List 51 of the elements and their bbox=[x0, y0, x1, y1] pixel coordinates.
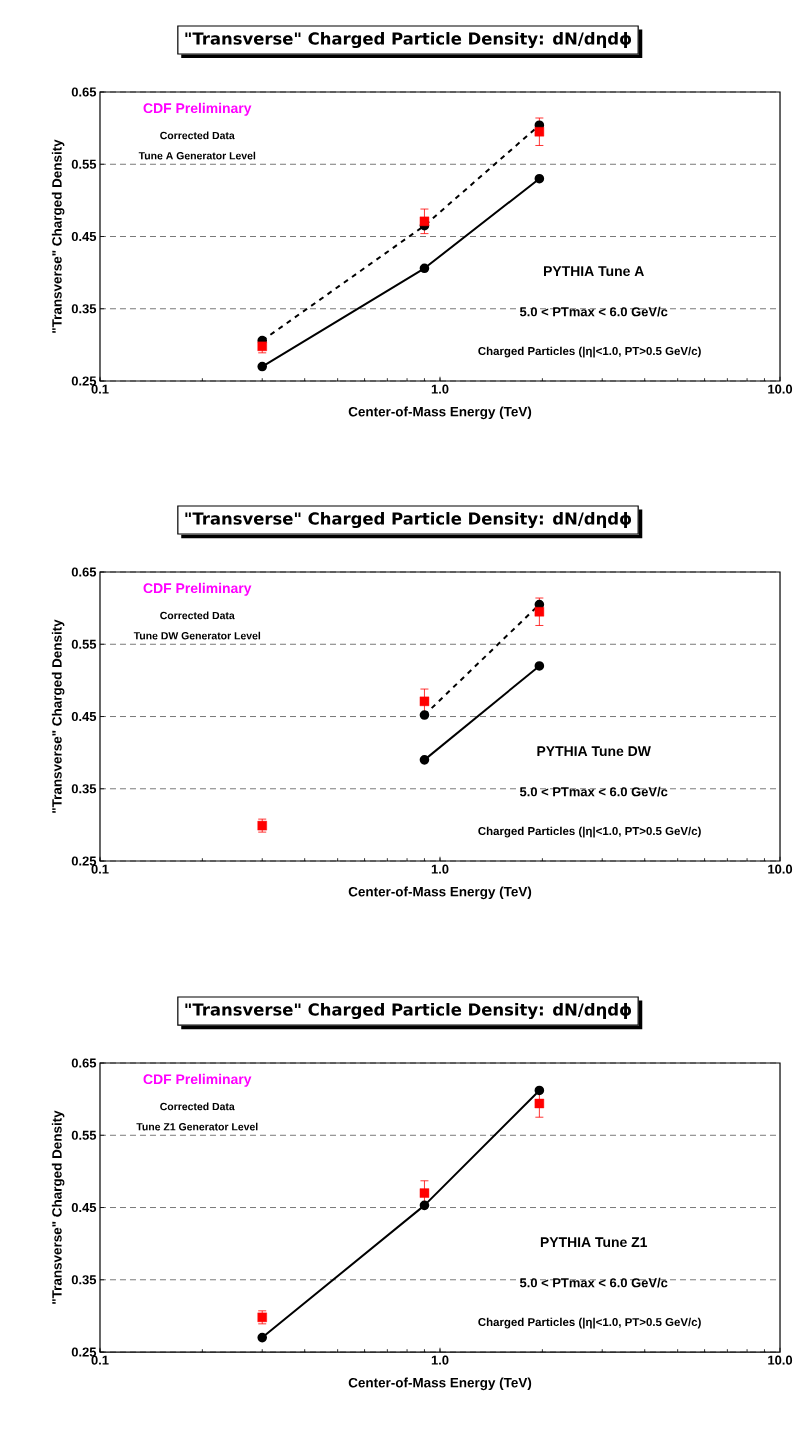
y-tick-label: 0.55 bbox=[71, 1130, 97, 1140]
annotation: Charged Particles (|η|<1.0, PT>0.5 GeV/c) bbox=[478, 346, 701, 358]
annotation: Tune A Generator Level bbox=[138, 151, 256, 160]
x-tick-label: 10.0 bbox=[768, 1355, 793, 1365]
annotation: 5.0 < PTmax < 6.0 GeV/c bbox=[519, 1277, 668, 1288]
annotation: Corrected Data bbox=[160, 1102, 235, 1111]
chart-title: "Transverse" Charged Particle Density: dN/dηdϕ bbox=[185, 511, 632, 529]
x-tick-label: 10.0 bbox=[768, 384, 793, 394]
y-tick-label: 0.25 bbox=[71, 1347, 97, 1357]
x-tick-label: 10.0 bbox=[768, 864, 793, 874]
annotation: Charged Particles (|η|<1.0, PT>0.5 GeV/c) bbox=[478, 1317, 701, 1329]
annotation: PYTHIA Tune A bbox=[544, 266, 644, 277]
y-tick-label: 0.65 bbox=[71, 567, 97, 577]
y-tick-label: 0.45 bbox=[71, 231, 97, 242]
y-tick-label: 0.25 bbox=[71, 376, 97, 386]
annotation: PYTHIA Tune DW bbox=[537, 746, 651, 757]
annotation: Charged Particles (|η|<1.0, PT>0.5 GeV/c) bbox=[478, 826, 701, 838]
chart-title: "Transverse" Charged Particle Density: dN/dηdϕ bbox=[185, 31, 632, 49]
y-tick-label: 0.35 bbox=[71, 304, 97, 314]
y-tick-label: 0.65 bbox=[71, 1058, 97, 1068]
y-tick-label: 0.35 bbox=[71, 784, 97, 794]
y-tick-label: 0.55 bbox=[71, 639, 97, 649]
y-tick-label: 0.45 bbox=[71, 711, 97, 722]
annotation: Tune Z1 Generator Level bbox=[136, 1122, 258, 1131]
chart-title: "Transverse" Charged Particle Density: dN/dηdϕ bbox=[185, 1003, 632, 1020]
annotation: CDF Preliminary bbox=[143, 102, 252, 116]
x-tick-label: 1.0 bbox=[431, 1355, 449, 1365]
y-tick-label: 0.25 bbox=[71, 856, 97, 866]
x-tick-label: 0.1 bbox=[91, 384, 109, 394]
x-tick-label: 1.0 bbox=[431, 384, 449, 394]
annotation: 5.0 < PTmax < 6.0 GeV/c bbox=[519, 306, 668, 317]
annotation: Tune DW Generator Level bbox=[133, 631, 261, 640]
x-tick-label: 0.1 bbox=[91, 864, 109, 874]
y-axis-title: "Transverse" Charged Density bbox=[51, 139, 65, 333]
annotation: CDF Preliminary bbox=[143, 582, 252, 596]
annotation: Corrected Data bbox=[160, 611, 235, 620]
y-tick-label: 0.55 bbox=[71, 159, 97, 169]
y-tick-label: 0.65 bbox=[71, 87, 97, 97]
y-axis-title: "Transverse" Charged Density bbox=[51, 619, 65, 813]
x-axis-title: Center-of-Mass Energy (TeV) bbox=[348, 1377, 532, 1391]
annotation: PYTHIA Tune Z1 bbox=[540, 1237, 648, 1248]
y-tick-label: 0.45 bbox=[71, 1202, 97, 1213]
y-tick-label: 0.35 bbox=[71, 1275, 97, 1285]
y-axis-title: "Transverse" Charged Density bbox=[51, 1110, 65, 1304]
annotation: Corrected Data bbox=[160, 131, 235, 140]
x-axis-title: Center-of-Mass Energy (TeV) bbox=[348, 406, 532, 420]
x-tick-label: 0.1 bbox=[91, 1355, 109, 1365]
annotation: CDF Preliminary bbox=[143, 1073, 252, 1087]
annotation: 5.0 < PTmax < 6.0 GeV/c bbox=[519, 786, 668, 797]
x-tick-label: 1.0 bbox=[431, 864, 449, 874]
x-axis-title: Center-of-Mass Energy (TeV) bbox=[348, 886, 532, 900]
